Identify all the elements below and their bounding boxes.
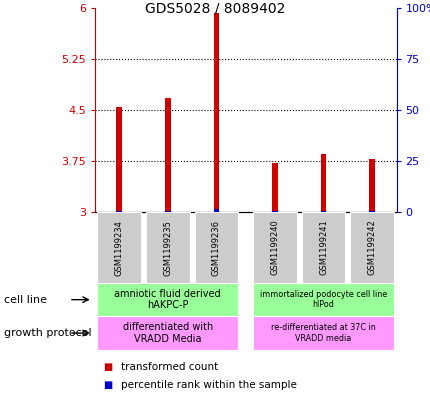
Text: re-differentiated at 37C in
VRADD media: re-differentiated at 37C in VRADD media <box>270 323 375 343</box>
Text: GSM1199235: GSM1199235 <box>163 220 172 275</box>
Bar <box>271 163 277 212</box>
Text: GSM1199236: GSM1199236 <box>212 220 221 275</box>
Bar <box>252 316 393 350</box>
Bar <box>213 13 219 212</box>
Bar <box>320 211 326 212</box>
Bar <box>213 209 219 212</box>
Bar <box>146 212 189 283</box>
Text: ■: ■ <box>103 380 112 390</box>
Bar <box>271 211 277 212</box>
Bar <box>97 283 238 316</box>
Text: immortalized podocyte cell line
hIPod: immortalized podocyte cell line hIPod <box>259 290 386 309</box>
Bar <box>301 212 344 283</box>
Bar <box>165 99 170 212</box>
Bar <box>252 283 393 316</box>
Bar <box>252 212 296 283</box>
Text: transformed count: transformed count <box>120 362 218 373</box>
Text: amniotic fluid derived
hAKPC-P: amniotic fluid derived hAKPC-P <box>114 289 221 310</box>
Text: percentile rank within the sample: percentile rank within the sample <box>120 380 296 390</box>
Bar <box>97 212 141 283</box>
Bar <box>320 154 326 212</box>
Bar <box>116 107 122 212</box>
Text: GSM1199242: GSM1199242 <box>367 220 376 275</box>
Text: ■: ■ <box>103 362 112 373</box>
Text: cell line: cell line <box>4 295 47 305</box>
Bar <box>97 316 238 350</box>
Text: GSM1199240: GSM1199240 <box>270 220 279 275</box>
Text: GSM1199234: GSM1199234 <box>114 220 123 275</box>
Text: differentiated with
VRADD Media: differentiated with VRADD Media <box>123 322 212 344</box>
Bar <box>116 211 122 212</box>
Bar <box>165 211 170 212</box>
Text: growth protocol: growth protocol <box>4 328 92 338</box>
Bar <box>369 211 374 212</box>
Text: GSM1199241: GSM1199241 <box>318 220 327 275</box>
Text: GDS5028 / 8089402: GDS5028 / 8089402 <box>145 2 285 16</box>
Bar <box>350 212 393 283</box>
Bar <box>194 212 238 283</box>
Bar <box>369 159 374 212</box>
